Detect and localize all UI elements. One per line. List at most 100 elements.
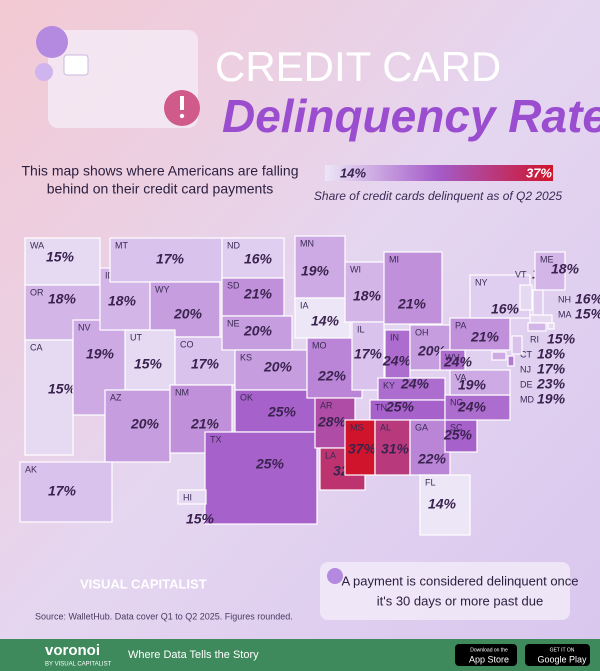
state-value: 25% <box>385 399 415 415</box>
state <box>204 431 318 525</box>
state-abbr: ME <box>540 254 554 264</box>
state-value: 20% <box>243 323 273 339</box>
intro-line: This map shows where Americans are falli… <box>21 163 298 179</box>
state-abbr: FL <box>425 477 436 487</box>
state-abbr: IL <box>357 324 365 334</box>
state-value: 22% <box>417 451 447 467</box>
state <box>109 237 223 283</box>
state <box>221 277 285 317</box>
state-value: 17% <box>191 356 220 372</box>
state <box>24 284 106 341</box>
state-abbr: NC <box>450 397 463 407</box>
state-value: 15% <box>575 306 600 322</box>
state-value: 18% <box>551 261 580 277</box>
state-value: 24% <box>382 353 412 369</box>
state <box>124 329 176 391</box>
state <box>547 322 555 330</box>
state-abbr: NM <box>175 387 189 397</box>
state-abbr: NJ <box>520 364 531 374</box>
card-illustration <box>35 26 200 128</box>
state <box>419 474 471 536</box>
state <box>221 237 285 279</box>
state-abbr: VA <box>455 372 466 382</box>
state-value: 19% <box>86 346 115 362</box>
state <box>104 389 171 463</box>
state-abbr: MA <box>558 309 572 319</box>
state-abbr: RI <box>530 334 539 344</box>
state-abbr: AR <box>320 400 333 410</box>
state <box>511 335 523 355</box>
state-value: 25% <box>443 427 473 443</box>
footer-byline: BY VISUAL CAPITALIST <box>45 662 112 668</box>
state-value: 15% <box>547 331 576 347</box>
state-abbr: KY <box>383 380 395 390</box>
state-abbr: WA <box>30 240 44 250</box>
state-value: 19% <box>301 263 330 279</box>
state-abbr: HI <box>183 492 192 502</box>
title-line1: CREDIT CARD <box>215 43 501 90</box>
state <box>169 384 233 454</box>
state-value: 18% <box>108 293 137 309</box>
badge-small: GET IT ON <box>550 647 575 653</box>
legend-max: 37% <box>526 165 552 180</box>
state-value: 22% <box>317 368 347 384</box>
play-badge[interactable] <box>525 644 590 666</box>
state-abbr: UT <box>130 332 142 342</box>
state-abbr: CA <box>30 342 43 352</box>
state-value: 25% <box>255 456 285 472</box>
state-value: 17% <box>48 483 77 499</box>
state-abbr: MO <box>312 340 327 350</box>
state-abbr: AZ <box>110 392 122 402</box>
badge-text: App Store <box>469 654 509 664</box>
state <box>149 281 221 338</box>
state-abbr: GA <box>415 422 428 432</box>
state <box>177 489 207 505</box>
note-line: it's 30 days or more past due <box>377 593 544 608</box>
state-value: 15% <box>134 356 163 372</box>
state <box>449 369 511 396</box>
state-value: 21% <box>397 296 427 312</box>
state-value: 14% <box>311 313 340 329</box>
state-abbr: DE <box>520 379 533 389</box>
state <box>507 355 515 367</box>
state <box>532 289 544 316</box>
state-value: 24% <box>457 399 487 415</box>
state-value: 16% <box>575 291 600 307</box>
state-abbr: SC <box>450 422 463 432</box>
state <box>527 322 547 332</box>
state <box>234 389 318 433</box>
state <box>234 349 308 391</box>
state <box>384 329 411 379</box>
state <box>491 351 507 361</box>
state-abbr: MS <box>350 422 364 432</box>
state-abbr: WY <box>155 284 170 294</box>
state-value: 21% <box>470 329 500 345</box>
state-abbr: ND <box>227 240 240 250</box>
state-abbr: PA <box>455 320 466 330</box>
state-abbr: TX <box>210 434 222 444</box>
state <box>24 237 101 286</box>
app-store-badge[interactable] <box>455 644 517 666</box>
state-abbr: MD <box>520 394 534 404</box>
state-value: 15% <box>186 511 215 527</box>
state-value: 20% <box>173 306 203 322</box>
state <box>294 297 351 339</box>
badge-text: Google Play <box>537 654 587 664</box>
source: Source: WalletHub. Data cover Q1 to Q2 2… <box>35 611 293 621</box>
state-value: 16% <box>491 301 520 317</box>
state-value: 37% <box>348 441 377 457</box>
state-value: 20% <box>130 416 160 432</box>
state <box>383 251 443 325</box>
state-value: 17% <box>354 346 383 362</box>
brand: VISUAL CAPITALIST <box>80 576 207 591</box>
state-abbr: WI <box>350 264 361 274</box>
state-abbr: IN <box>390 332 399 342</box>
state-abbr: NY <box>475 277 488 287</box>
legend-min: 14% <box>340 165 366 180</box>
state <box>19 461 113 523</box>
state-abbr: IA <box>300 300 309 310</box>
state-abbr: SD <box>227 280 240 290</box>
state-abbr: NV <box>78 322 91 332</box>
state-abbr: CT <box>520 349 532 359</box>
state <box>519 284 533 311</box>
